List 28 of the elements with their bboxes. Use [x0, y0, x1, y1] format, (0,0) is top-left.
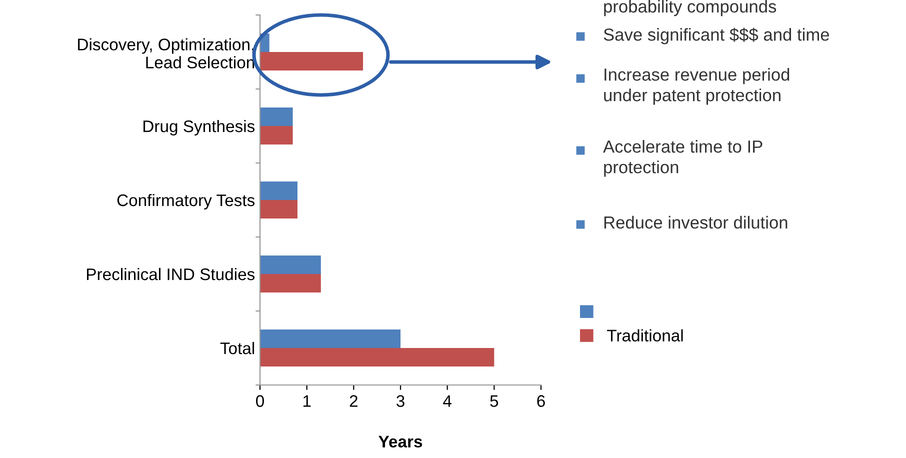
y-tick-label: Confirmatory Tests: [117, 194, 255, 210]
x-tick-label: 6: [537, 395, 545, 407]
text: Increase revenue period under patent protection: [604, 68, 790, 105]
y-tick-label: Total: [220, 342, 254, 354]
y-tick-label: Discovery, Optimization, Lead Selection: [78, 38, 254, 68]
bar: [260, 256, 321, 274]
x-axis-title: Years: [378, 436, 422, 448]
y-tick-label: Drug Synthesis: [144, 120, 255, 136]
x-tick-label: 2: [350, 395, 358, 407]
text: Save significant $$$ and time: [604, 28, 830, 44]
bar: [260, 182, 298, 200]
x-tick-label: 5: [490, 395, 498, 407]
legend-label: Traditional: [607, 329, 683, 342]
x-tick-label: 3: [396, 395, 404, 407]
bar: [260, 200, 298, 218]
bar: [260, 330, 400, 348]
bar: [260, 52, 364, 70]
y-tick-label: Preclinical IND Studies: [87, 268, 255, 280]
text: Reduce investor dilution: [604, 216, 788, 229]
bar: [260, 108, 293, 126]
bar: [260, 274, 321, 292]
x-tick-label: 1: [303, 395, 311, 407]
text: Accelerate time to IP protection: [603, 140, 762, 177]
x-tick-label: 0: [256, 395, 264, 407]
bar: [260, 126, 293, 144]
bar: [260, 348, 494, 366]
x-tick-label: 4: [443, 395, 452, 407]
text: probability compounds: [604, 0, 776, 16]
